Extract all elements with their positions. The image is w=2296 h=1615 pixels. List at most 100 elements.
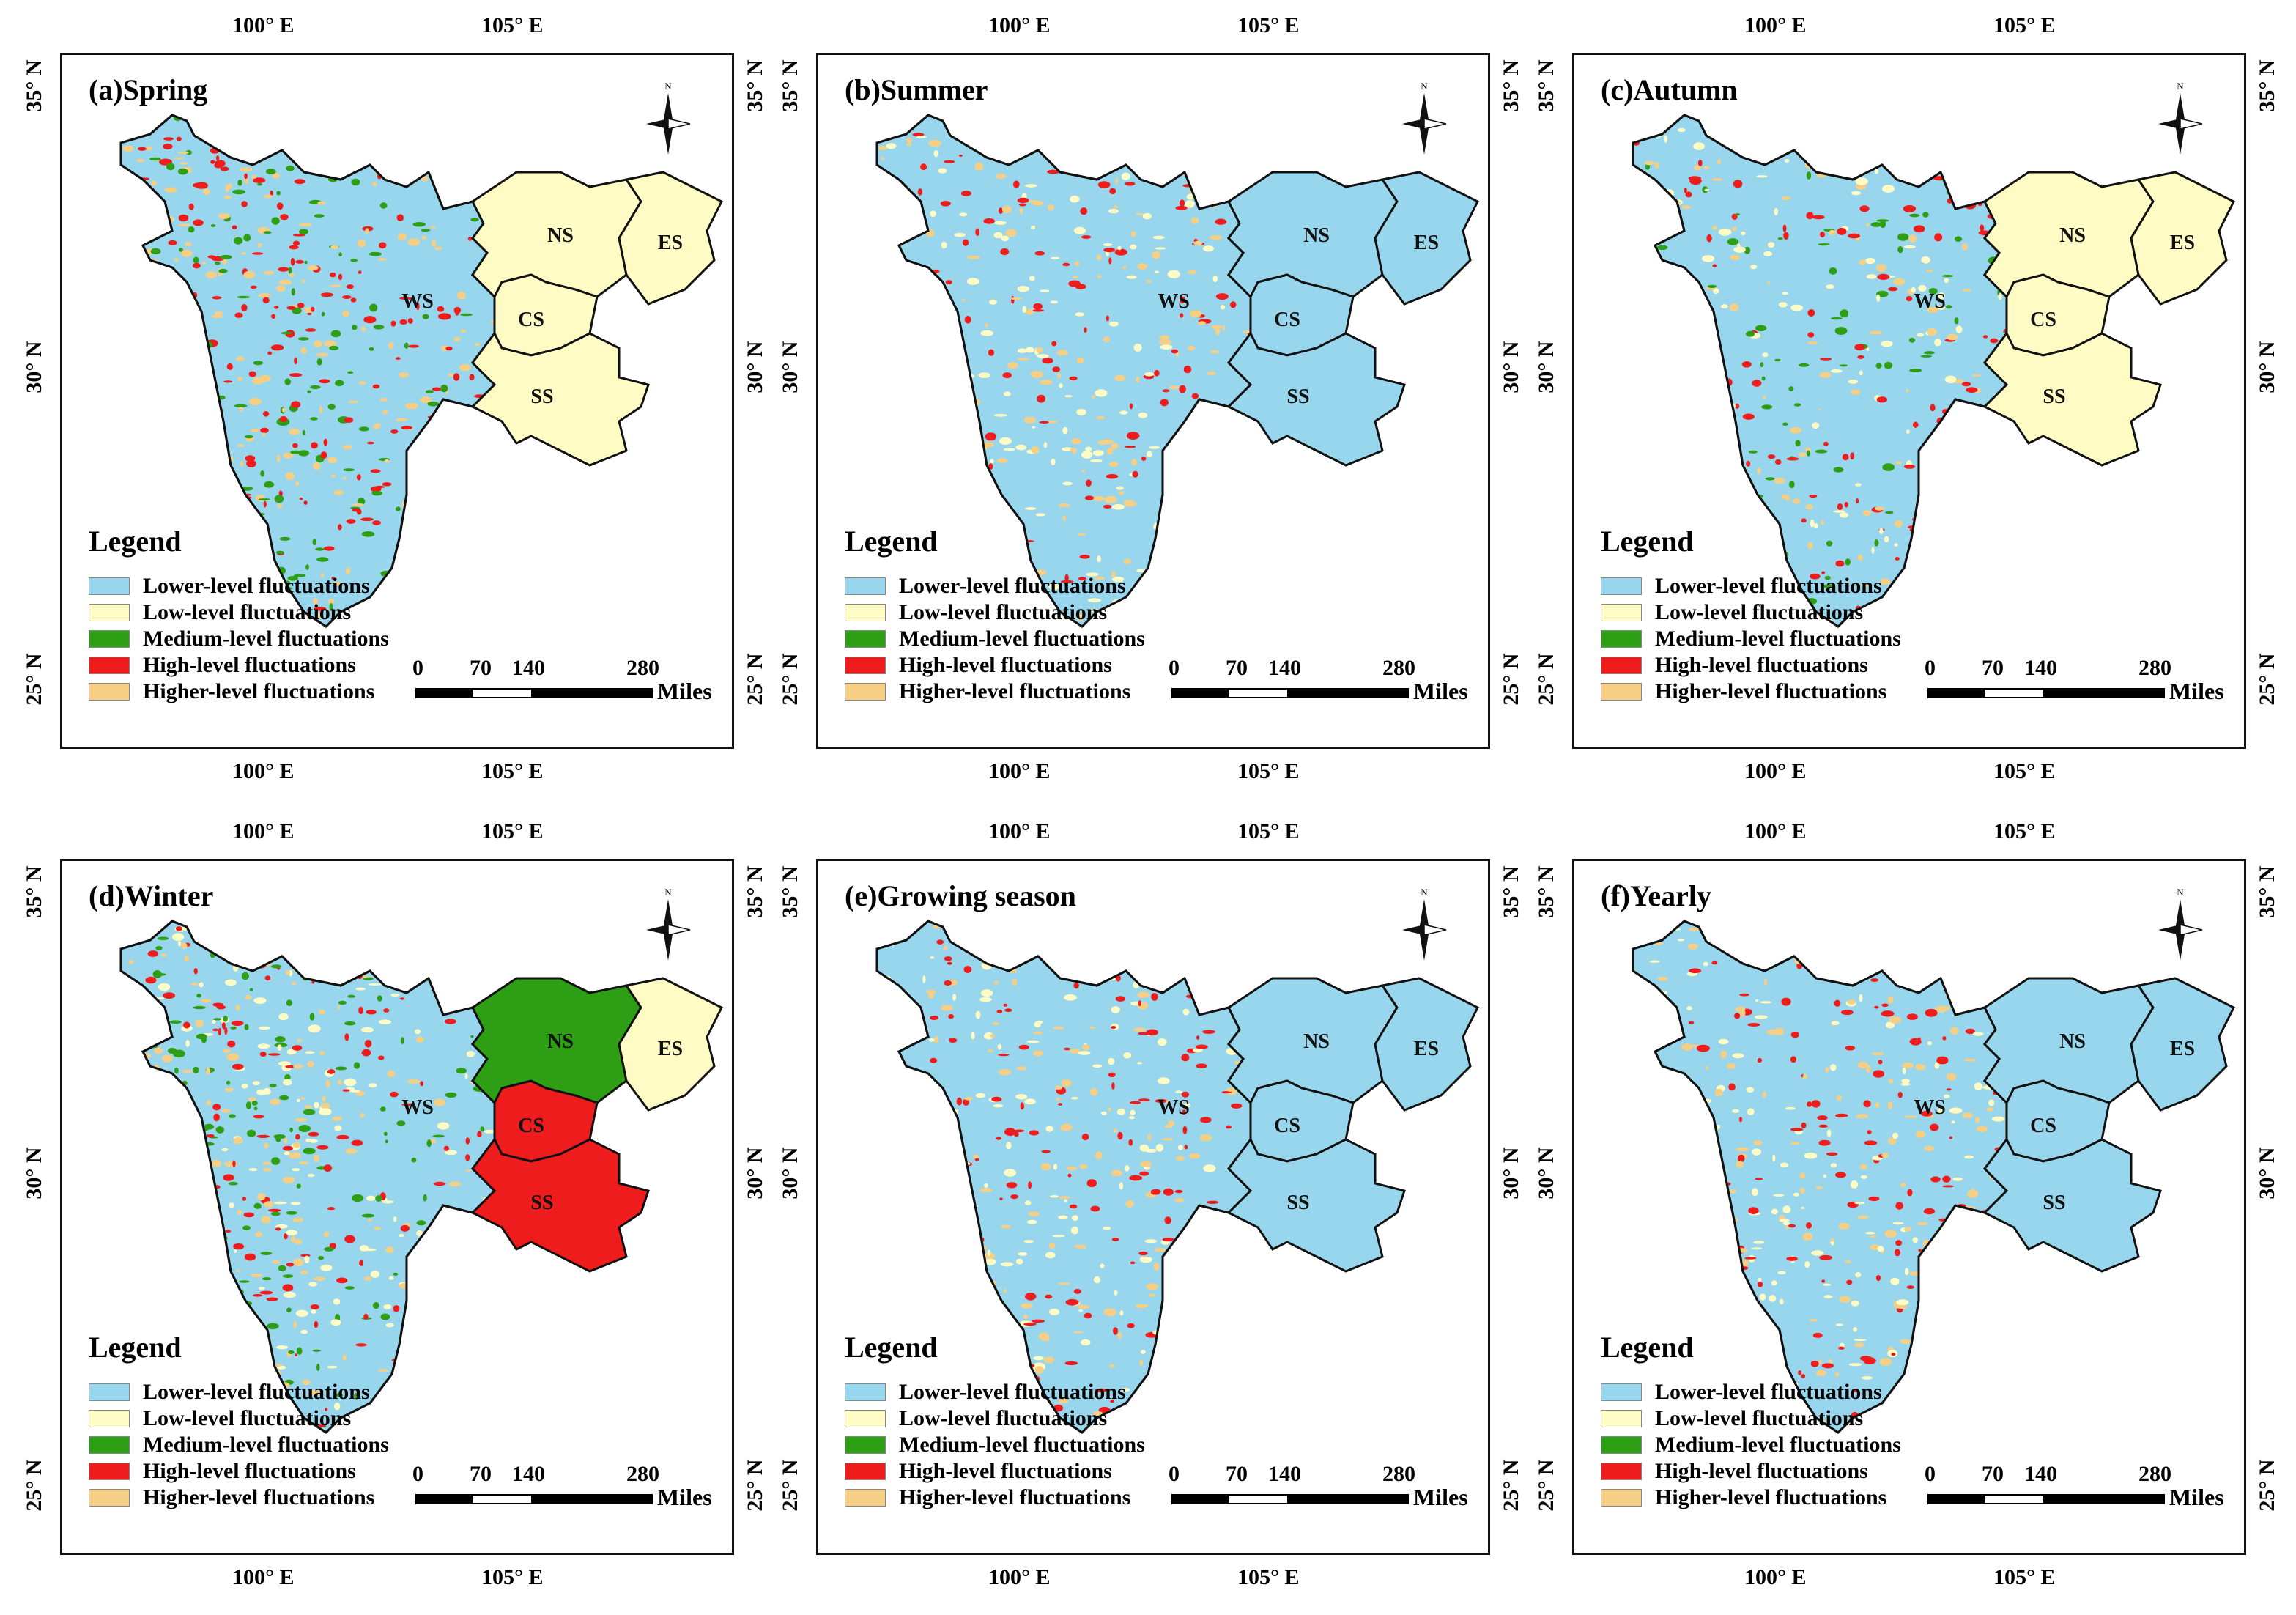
legend-title: Legend (1601, 525, 1694, 558)
region-label: SS (2043, 385, 2065, 408)
legend-label: High-level fluctuations (143, 653, 356, 677)
longitude-tick-label: 100° E (232, 1565, 295, 1589)
north-label: N (2177, 887, 2184, 898)
legend-item: High-level fluctuations (1601, 653, 1868, 678)
north-label: N (2177, 81, 2184, 92)
region-label: ES (658, 1038, 683, 1060)
longitude-tick-label: 100° E (232, 819, 295, 843)
region-label: SS (530, 1191, 553, 1214)
scale-segment (471, 688, 533, 698)
north-arrow-icon: N (646, 81, 691, 155)
legend-swatch (89, 1383, 130, 1401)
scale-segment (415, 1494, 471, 1504)
scale-unit: Miles (2169, 678, 2224, 704)
legend-item: Low-level fluctuations (845, 600, 1107, 625)
legend-label: Lower-level fluctuations (143, 1380, 370, 1404)
legend-item: Higher-level fluctuations (845, 1485, 1130, 1510)
scale-label: 280 (2138, 656, 2171, 680)
legend-label: High-level fluctuations (1655, 1459, 1868, 1483)
scale-label: 70 (470, 656, 492, 680)
scale-label: 280 (626, 1462, 659, 1486)
north-label: N (664, 887, 672, 898)
scale-segment (2045, 1494, 2165, 1504)
scale-label: 140 (2024, 1462, 2057, 1486)
region-label: ES (1414, 232, 1439, 254)
scale-label: 70 (1982, 1462, 2004, 1486)
legend-item: Lower-level fluctuations (89, 574, 370, 599)
legend-swatch (89, 1410, 130, 1427)
scale-label: 140 (1268, 656, 1301, 680)
legend-swatch (1601, 1383, 1642, 1401)
legend-item: Low-level fluctuations (1601, 1406, 1863, 1431)
legend-swatch (845, 1489, 886, 1507)
latitude-tick-label: 35° N (2255, 59, 2279, 112)
province-map: WS NS ES CS SS (875, 114, 1480, 628)
legend-title: Legend (89, 525, 182, 558)
panel-title: (f)Yearly (1601, 879, 1712, 912)
region-label: CS (2030, 308, 2056, 331)
scale-segment (415, 688, 471, 698)
scale-label: 0 (1925, 656, 1936, 680)
longitude-tick-label: 100° E (1744, 759, 1807, 783)
region-es (1374, 171, 1480, 306)
legend-swatch (845, 577, 886, 595)
north-arrow-icon: N (2158, 81, 2203, 155)
region-ws-border (1632, 920, 2009, 1434)
legend-title: Legend (845, 525, 938, 558)
legend-swatch (1601, 577, 1642, 595)
latitude-tick-label: 30° N (2255, 341, 2279, 393)
longitude-tick-label: 105° E (1237, 1565, 1300, 1589)
latitude-tick-label: 30° N (1534, 1147, 1558, 1200)
map-frame: WS NS ES CS SS N (c)Autumn Legend Lower-level fl… (1572, 53, 2246, 749)
scale-label: 0 (1169, 656, 1180, 680)
region-ss (1226, 1137, 1406, 1273)
region-label: SS (2043, 1191, 2065, 1214)
latitude-tick-label: 35° N (22, 59, 46, 112)
legend-swatch (89, 657, 130, 674)
region-label: ES (2170, 1038, 2195, 1060)
scale-unit: Miles (657, 1484, 712, 1510)
region-label: CS (518, 1115, 544, 1137)
panel-title: (a)Spring (89, 73, 208, 106)
north-arrow-icon: N (2158, 887, 2203, 961)
legend-item: Higher-level fluctuations (89, 679, 374, 704)
longitude-tick-label: 100° E (988, 819, 1051, 843)
latitude-tick-label: 25° N (778, 653, 802, 706)
legend-item: Higher-level fluctuations (1601, 1485, 1886, 1510)
longitude-tick-label: 105° E (481, 759, 544, 783)
region-label: SS (1286, 385, 1309, 408)
north-arrow-icon: N (1402, 887, 1447, 961)
legend-item: Lower-level fluctuations (1601, 1380, 1882, 1405)
region-label: NS (547, 224, 574, 247)
province-map: WS NS ES CS SS (875, 920, 1480, 1434)
north-label: N (1421, 887, 1428, 898)
legend-label: Medium-level fluctuations (899, 1433, 1145, 1457)
scale-segment (533, 1494, 653, 1504)
legend-item: Higher-level fluctuations (845, 679, 1130, 704)
latitude-tick-label: 30° N (1534, 341, 1558, 393)
longitude-tick-label: 105° E (1993, 1565, 2056, 1589)
scale-label: 0 (1169, 1462, 1180, 1486)
legend-swatch (845, 1410, 886, 1427)
legend-swatch (845, 1436, 886, 1454)
scale-segment (1983, 1494, 2045, 1504)
region-ws-border (119, 114, 497, 628)
scale-segment (1289, 688, 1409, 698)
latitude-tick-label: 25° N (1534, 1459, 1558, 1512)
legend-item: High-level fluctuations (89, 1459, 356, 1484)
region-label: CS (518, 308, 544, 331)
longitude-tick-label: 105° E (1237, 759, 1300, 783)
region-label: WS (1158, 1096, 1190, 1119)
legend-item: Lower-level fluctuations (845, 574, 1126, 599)
region-label: CS (1274, 1115, 1300, 1137)
legend-item: Medium-level fluctuations (89, 627, 389, 651)
longitude-tick-label: 100° E (988, 1565, 1051, 1589)
region-label: CS (2030, 1115, 2056, 1137)
legend-swatch (1601, 1489, 1642, 1507)
longitude-tick-label: 100° E (232, 13, 295, 37)
north-arrow-icon: N (1402, 81, 1447, 155)
scale-segment (1227, 1494, 1289, 1504)
map-panel: 100° E 100° E 105° E 105° E 35° N 35° N 30° N 3… (1512, 0, 2279, 783)
legend-label: High-level fluctuations (899, 653, 1112, 677)
north-label: N (1421, 81, 1428, 92)
